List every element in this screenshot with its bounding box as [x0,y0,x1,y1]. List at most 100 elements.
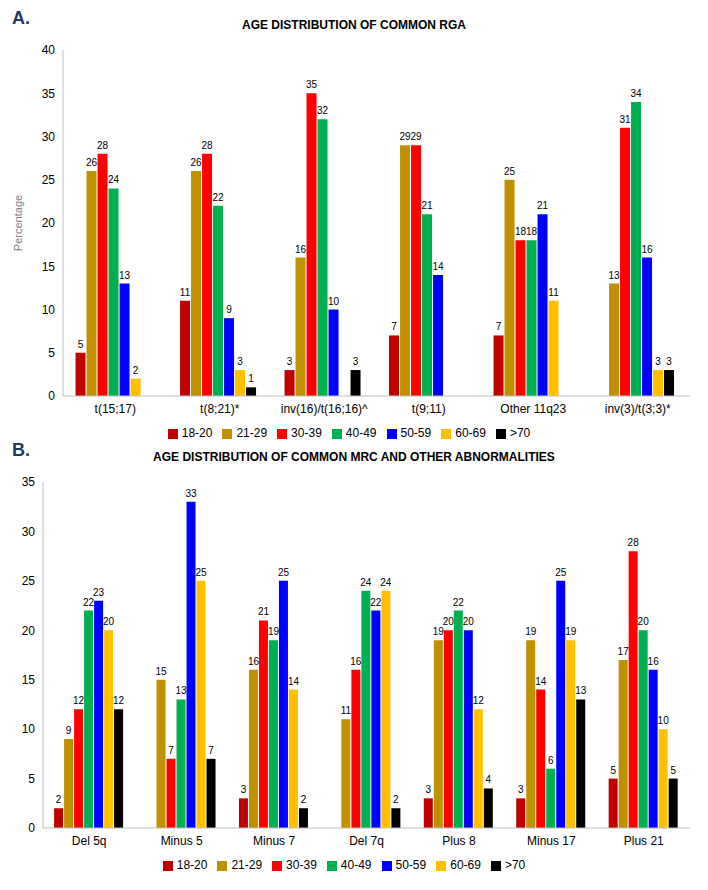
svg-text:22: 22 [370,597,382,608]
svg-text:16: 16 [248,656,260,667]
svg-text:20: 20 [443,616,455,627]
svg-text:5: 5 [670,765,676,776]
svg-text:25: 25 [22,574,36,588]
svg-text:21: 21 [258,606,270,617]
svg-text:35: 35 [306,79,318,90]
svg-text:3: 3 [518,784,524,795]
svg-text:28: 28 [201,140,213,151]
svg-text:11: 11 [548,287,559,298]
svg-text:3: 3 [655,356,661,367]
svg-text:2: 2 [301,794,307,805]
svg-text:30: 30 [42,130,56,144]
svg-text:25: 25 [504,166,516,177]
svg-text:13: 13 [175,685,187,696]
svg-text:14: 14 [535,676,547,687]
svg-text:Other 11q23: Other 11q23 [500,402,566,416]
svg-text:10: 10 [328,296,340,307]
svg-text:20: 20 [463,616,475,627]
svg-text:t(15;17): t(15;17) [95,402,136,416]
svg-text:25: 25 [42,173,56,187]
svg-text:20: 20 [22,624,36,638]
svg-text:15: 15 [22,673,36,687]
svg-text:Minus 7: Minus 7 [253,834,295,848]
svg-text:35: 35 [22,475,36,489]
svg-text:3: 3 [241,784,247,795]
svg-text:6: 6 [548,755,554,766]
svg-text:10: 10 [22,722,36,736]
svg-text:24: 24 [108,174,120,185]
svg-text:3: 3 [353,356,359,367]
svg-text:5: 5 [610,765,616,776]
svg-text:19: 19 [268,626,280,637]
svg-text:10: 10 [42,303,56,317]
svg-text:5: 5 [28,772,35,786]
svg-text:19: 19 [525,626,537,637]
svg-text:4: 4 [486,774,492,785]
svg-text:5: 5 [78,339,84,350]
svg-text:10: 10 [658,715,670,726]
svg-text:13: 13 [575,685,587,696]
svg-text:30: 30 [22,525,36,539]
svg-text:3: 3 [426,784,432,795]
svg-text:25: 25 [195,567,207,578]
svg-text:Percentage: Percentage [12,195,24,251]
svg-text:28: 28 [97,140,109,151]
svg-text:22: 22 [453,597,465,608]
svg-text:inv(16)/t(16;16)^: inv(16)/t(16;16)^ [281,402,368,416]
svg-text:21: 21 [537,200,549,211]
svg-text:15: 15 [42,260,56,274]
svg-text:14: 14 [288,676,300,687]
svg-text:7: 7 [208,745,214,756]
svg-text:5: 5 [48,346,55,360]
svg-text:Plus 21: Plus 21 [624,834,664,848]
svg-text:18: 18 [515,226,527,237]
svg-text:28: 28 [628,537,640,548]
svg-text:22: 22 [83,597,95,608]
svg-text:22: 22 [212,192,224,203]
svg-text:3: 3 [666,356,672,367]
svg-text:9: 9 [66,725,72,736]
svg-text:29: 29 [399,131,411,142]
svg-text:2: 2 [56,794,62,805]
svg-text:20: 20 [103,616,115,627]
svg-text:Del 5q: Del 5q [72,834,107,848]
svg-text:18: 18 [526,226,538,237]
svg-text:24: 24 [380,577,392,588]
svg-text:Minus 5: Minus 5 [161,834,203,848]
svg-text:12: 12 [73,695,85,706]
svg-text:15: 15 [155,666,167,677]
svg-text:32: 32 [317,105,329,116]
svg-text:24: 24 [360,577,372,588]
svg-text:0: 0 [48,389,55,403]
svg-text:34: 34 [630,88,642,99]
svg-text:0: 0 [28,821,35,835]
svg-text:3: 3 [287,356,293,367]
svg-text:inv(3)/t(3;3)*: inv(3)/t(3;3)* [605,402,671,416]
svg-text:26: 26 [86,157,98,168]
svg-text:25: 25 [555,567,567,578]
svg-text:11: 11 [180,287,191,298]
svg-text:9: 9 [226,304,232,315]
svg-text:26: 26 [190,157,202,168]
svg-text:20: 20 [638,616,650,627]
svg-text:31: 31 [619,114,631,125]
svg-text:23: 23 [93,587,105,598]
svg-text:Del 7q: Del 7q [349,834,384,848]
svg-text:Plus 8: Plus 8 [442,834,476,848]
svg-text:2: 2 [393,794,399,805]
svg-text:13: 13 [119,270,131,281]
svg-text:7: 7 [168,745,174,756]
svg-text:16: 16 [295,244,307,255]
svg-text:40: 40 [42,43,56,57]
svg-text:17: 17 [618,646,630,657]
svg-text:16: 16 [648,656,660,667]
svg-text:19: 19 [433,626,445,637]
svg-text:t(8;21)*: t(8;21)* [200,402,240,416]
svg-text:12: 12 [113,695,125,706]
svg-text:Minus 17: Minus 17 [527,834,576,848]
svg-text:14: 14 [432,261,444,272]
svg-text:12: 12 [473,695,485,706]
svg-text:35: 35 [42,87,56,101]
svg-text:29: 29 [410,131,422,142]
svg-text:1: 1 [248,373,254,384]
